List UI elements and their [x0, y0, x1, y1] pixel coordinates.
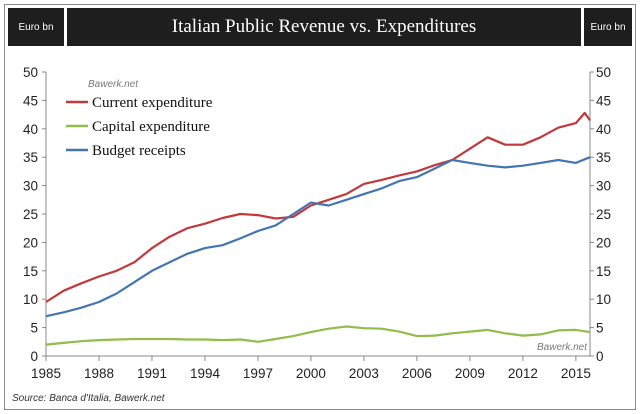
watermark-top: Bawerk.net: [88, 79, 139, 90]
x-tick-label: 1997: [243, 366, 273, 381]
chart-legend: Current expenditure Capital expenditure Bu…: [66, 95, 213, 159]
y-tick-label-right: 45: [596, 93, 611, 108]
y-tick-label-right: 15: [596, 264, 611, 279]
y-tick-label-right: 20: [596, 235, 611, 250]
y-tick-label-right: 35: [596, 150, 611, 165]
y-tick-label-right: 40: [596, 122, 611, 137]
y-tick-label-right: 25: [596, 207, 611, 222]
x-tick-label: 2009: [455, 366, 485, 381]
series-line-1: [45, 111, 591, 303]
chart-frame: [4, 4, 636, 410]
y-tick-label-right: 0: [596, 349, 604, 364]
y-tick-label-left: 10: [23, 292, 38, 307]
x-tick-label: 2015: [561, 366, 591, 381]
x-tick-label: 1991: [137, 366, 167, 381]
y-tick-label-left: 45: [23, 93, 38, 108]
y-tick-label-left: 30: [23, 179, 38, 194]
chart-title: Italian Public Revenue vs. Expenditures: [67, 8, 581, 46]
y-tick-label-left: 15: [23, 264, 38, 279]
y-tick-label-left: 50: [23, 65, 38, 80]
y-tick-label-left: 35: [23, 150, 38, 165]
y-tick-label-right: 5: [596, 321, 604, 336]
right-unit-label: Euro bn: [584, 8, 632, 46]
x-tick-label: 1985: [31, 366, 61, 381]
y-tick-label-right: 50: [596, 65, 611, 80]
x-tick-label: 2012: [508, 366, 538, 381]
y-tick-label-left: 25: [23, 207, 38, 222]
legend-label-2: Capital expenditure: [92, 119, 210, 135]
series-line-3: [45, 156, 591, 318]
x-tick-label: 1994: [190, 366, 221, 381]
chart-series: [45, 111, 591, 346]
watermark-bottom: Bawerk.net: [537, 342, 588, 353]
x-tick-label: 2003: [349, 366, 379, 381]
left-unit-label: Euro bn: [8, 8, 64, 46]
y-tick-label-left: 20: [23, 235, 38, 250]
chart-axes: 0 0 5 5 10 10 15 15 20 20 25 25 30 30 35 35 40 40 45 45 50 50…: [23, 65, 611, 381]
x-tick-label: 2006: [402, 366, 432, 381]
source-note: Source: Banca d'Italia, Bawerk.net: [12, 393, 165, 404]
y-tick-label-left: 5: [30, 321, 38, 336]
y-tick-label-right: 30: [596, 179, 611, 194]
legend-label-1: Current expenditure: [92, 95, 213, 111]
y-tick-label-left: 40: [23, 122, 38, 137]
y-tick-label-left: 0: [30, 349, 38, 364]
y-tick-label-right: 10: [596, 292, 611, 307]
series-line-2: [45, 325, 591, 346]
x-tick-label: 1988: [84, 366, 114, 381]
legend-label-3: Budget receipts: [92, 143, 186, 159]
x-tick-label: 2000: [296, 366, 326, 381]
